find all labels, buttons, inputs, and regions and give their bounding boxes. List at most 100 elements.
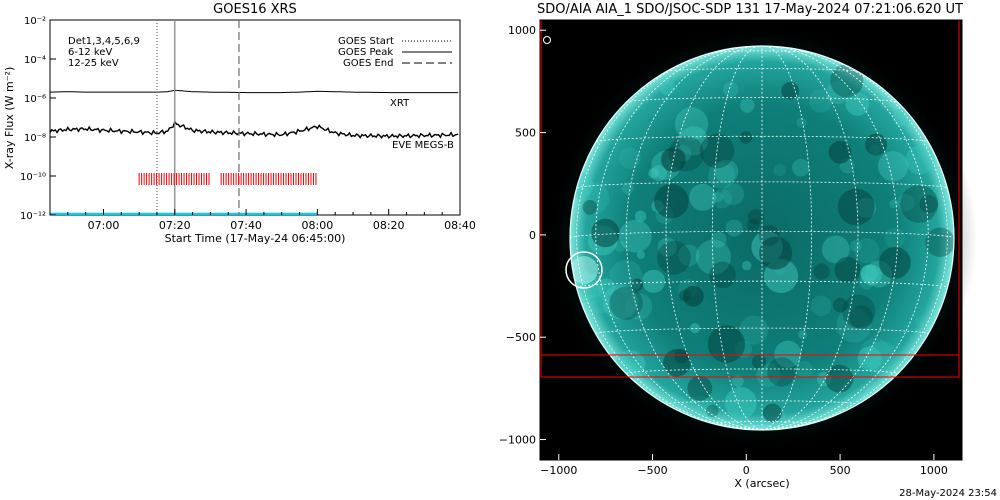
active-region	[722, 183, 745, 206]
dark-region	[668, 135, 705, 172]
active-region	[914, 315, 925, 327]
dark-region	[828, 140, 852, 164]
dark-region	[825, 364, 854, 393]
footer-timestamp: 28-May-2024 23:54	[899, 488, 997, 499]
latitude-line	[570, 230, 954, 239]
active-region	[679, 126, 708, 156]
dark-region	[582, 200, 598, 215]
dark-region	[657, 240, 691, 275]
latitude-line	[665, 400, 859, 405]
dark-region	[837, 188, 875, 226]
x-tick-label: 08:00	[302, 219, 334, 232]
active-region	[884, 227, 905, 249]
solar-limb	[569, 45, 955, 431]
goes-axes: 07:00 07:20 07:40 08:00 08:20 08:40 10⁻¹² 10⁻¹⁰…	[20, 16, 476, 232]
dark-region	[834, 256, 861, 283]
active-region	[634, 210, 647, 222]
active-region	[590, 292, 611, 314]
active-region	[796, 360, 813, 378]
active-region	[722, 81, 739, 98]
active-region	[860, 264, 882, 286]
x-tick-label: 07:20	[159, 219, 191, 232]
latitude-line	[626, 97, 898, 103]
dark-region	[842, 294, 876, 328]
goes-plot-area	[50, 20, 459, 215]
dark-region	[919, 195, 938, 214]
aia-y-tick-label: 0	[529, 229, 536, 242]
active-region	[845, 91, 870, 116]
active-region	[642, 269, 666, 293]
longitude-line	[595, 46, 763, 430]
x-tick-label: 08:20	[373, 219, 405, 232]
aia-x-tick-label: 1000	[920, 464, 948, 477]
aia-y-tick-label: −1000	[499, 434, 536, 447]
dark-region	[609, 286, 643, 320]
legend-6-12kev: 6-12 keV	[68, 47, 112, 58]
dark-region	[832, 297, 848, 313]
latitude-line	[712, 50, 812, 53]
active-region	[724, 387, 757, 419]
legend-goes-end: GOES End	[343, 58, 393, 69]
active-region	[714, 159, 739, 184]
active-region	[859, 338, 891, 371]
aia-y-tick-label: 1000	[508, 24, 536, 37]
active-region	[809, 89, 833, 113]
dark-region	[746, 218, 760, 232]
active-region	[821, 235, 850, 264]
aia-x-axis-label: X (arcsec)	[734, 477, 789, 490]
active-region	[865, 341, 899, 375]
goes-x-axis-label: Start Time (17-May-24 06:45:00)	[165, 232, 346, 245]
dark-region	[654, 183, 689, 219]
dark-region	[706, 404, 719, 418]
active-region	[741, 260, 752, 271]
active-region	[857, 346, 882, 371]
x-tick-label: 07:40	[230, 219, 262, 232]
dark-region	[751, 354, 767, 370]
x-tick-label: 07:00	[88, 219, 120, 232]
active-region	[836, 307, 872, 343]
longitude-line	[625, 46, 763, 430]
latitude-line	[576, 181, 948, 189]
active-region	[897, 193, 915, 212]
active-region	[689, 323, 701, 334]
dark-region	[763, 403, 782, 423]
active-region	[889, 199, 899, 209]
aia-x-tick-label: −1000	[540, 464, 577, 477]
active-region	[636, 250, 645, 259]
dark-region	[813, 263, 830, 280]
active-region	[614, 241, 626, 253]
aia-title: SDO/AIA AIA_1 SDO/JSOC-SDP 131 17-May-20…	[537, 2, 963, 17]
dark-region	[758, 225, 780, 247]
goes-y-axis-label: X-ray Flux (W m⁻²)	[3, 67, 16, 169]
y-tick-label: 10⁻⁸	[24, 133, 46, 144]
active-region	[577, 182, 610, 214]
dark-region	[925, 227, 954, 257]
aia-y-tick-label: −500	[506, 331, 536, 344]
active-region	[798, 330, 808, 339]
active-region	[648, 167, 659, 179]
active-region	[860, 264, 878, 283]
aia-axes: −1000 −1000 −500 −500 0 0 500 500 1000 1000	[499, 24, 948, 477]
y-tick-label: 10⁻²	[24, 16, 46, 27]
active-region	[597, 278, 615, 296]
series-1	[50, 120, 459, 139]
aia-y-tick-label: 500	[515, 127, 536, 140]
active-region	[602, 284, 638, 320]
flare-location-marker	[565, 251, 603, 289]
active-region	[725, 219, 743, 237]
active-region	[657, 237, 677, 257]
active-region	[740, 98, 755, 113]
active-region	[854, 238, 880, 264]
flare-legend-symbol	[543, 36, 551, 44]
dark-region	[830, 64, 864, 98]
aia-x-tick-label: 500	[830, 464, 851, 477]
active-region	[710, 231, 727, 248]
longitude-line	[761, 46, 859, 430]
series-0	[50, 89, 459, 94]
dark-region	[781, 82, 799, 100]
active-region	[712, 189, 732, 209]
latitude-line	[595, 135, 929, 143]
flare-brightening	[570, 256, 598, 284]
active-region	[810, 295, 832, 317]
